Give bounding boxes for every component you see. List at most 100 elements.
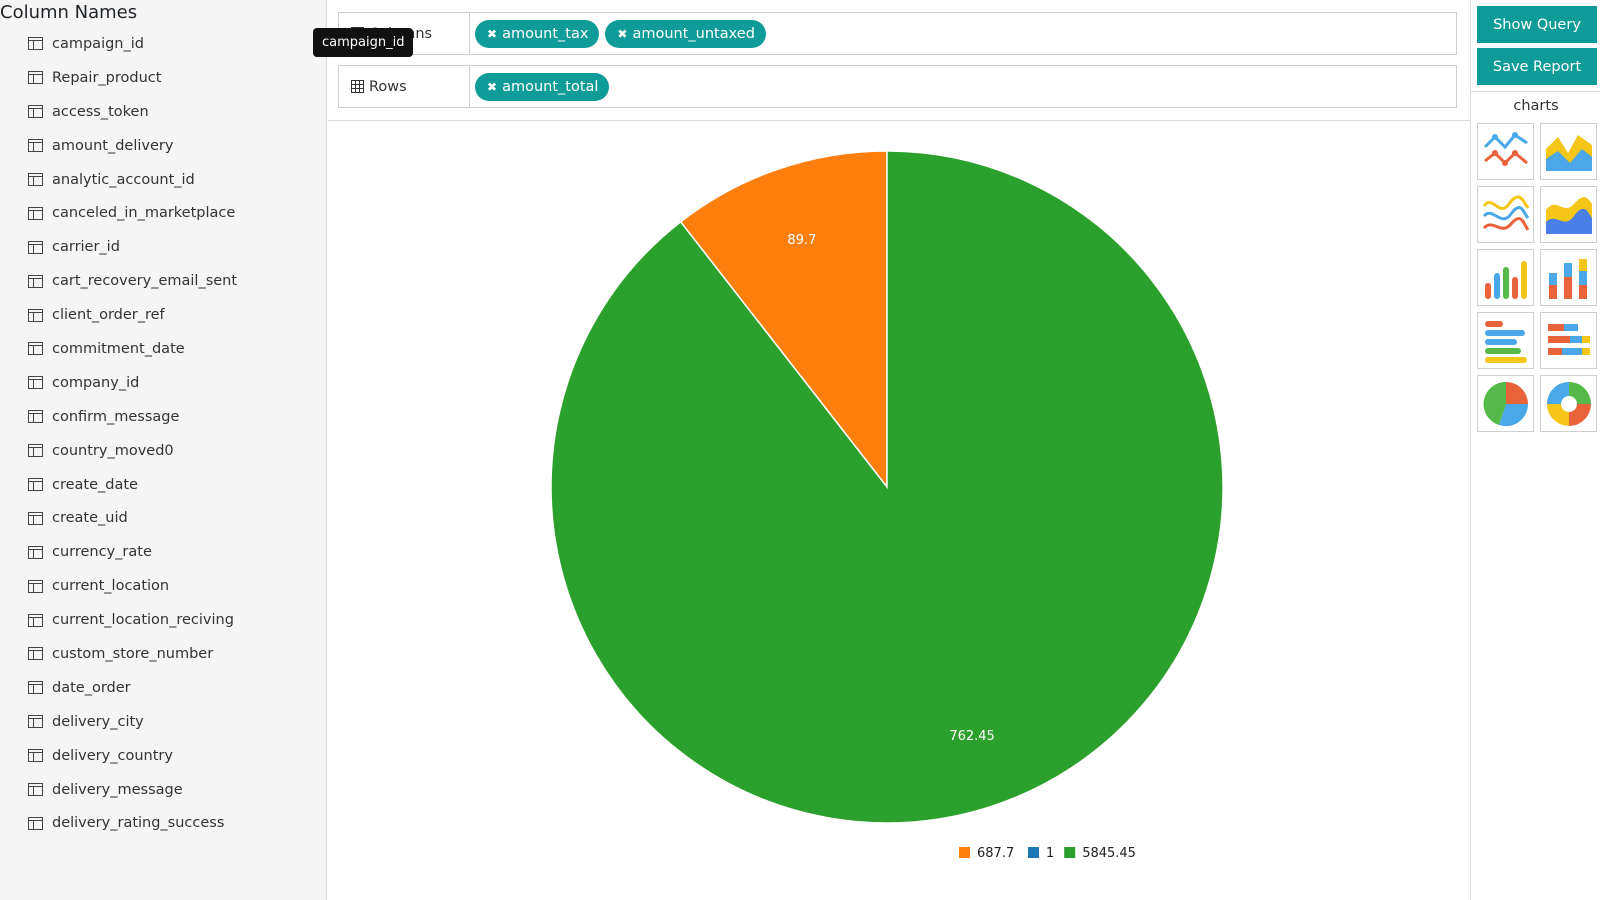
spline-area-chart-icon — [1545, 196, 1592, 234]
table-icon — [28, 511, 43, 525]
show-query-button[interactable]: Show Query — [1477, 6, 1597, 43]
bar-chart-option[interactable] — [1477, 249, 1534, 306]
column-item[interactable]: delivery_rating_success — [28, 806, 237, 840]
legend-swatch[interactable] — [959, 847, 970, 858]
legend-swatch[interactable] — [1064, 847, 1076, 858]
legend-label[interactable]: 5845.45 — [1082, 846, 1136, 861]
column-item[interactable]: current_location_reciving — [28, 603, 237, 637]
field-chip[interactable]: ✖ amount_tax — [475, 19, 600, 48]
column-item[interactable]: client_order_ref — [28, 298, 237, 332]
rows-label: Rows — [339, 66, 470, 107]
column-item-label: Repair_product — [52, 69, 162, 86]
column-item[interactable]: delivery_message — [28, 773, 237, 807]
table-icon — [28, 139, 43, 153]
table-icon — [28, 342, 43, 356]
column-item[interactable]: country_moved0 — [28, 434, 237, 468]
panel-divider — [1471, 91, 1600, 92]
column-item[interactable]: access_token — [28, 95, 237, 129]
table-icon — [28, 749, 43, 763]
donut-chart-option[interactable] — [1540, 375, 1597, 432]
legend-swatch[interactable] — [1028, 847, 1039, 858]
pie-chart: 89.7 762.45 687.7 1 5845.45 — [550, 150, 1224, 861]
column-item-label: currency_rate — [52, 544, 152, 561]
table-icon — [28, 105, 43, 119]
area-chart-icon — [1545, 134, 1592, 171]
spline-chart-option[interactable] — [1477, 186, 1534, 243]
spline-chart-icon — [1482, 195, 1529, 231]
column-item[interactable]: campaign_id — [28, 27, 237, 61]
sidebar-title: Column Names — [0, 2, 138, 23]
field-chip-label: amount_untaxed — [632, 25, 755, 42]
column-item-label: canceled_in_marketplace — [52, 205, 236, 222]
column-item[interactable]: Repair_product — [28, 61, 237, 95]
column-item[interactable]: carrier_id — [28, 230, 237, 264]
column-chips: ✖ amount_tax ✖ amount_untaxed — [470, 13, 766, 54]
column-item-label: cart_recovery_email_sent — [52, 273, 238, 290]
column-list: campaign_id Repair_product access_token amo… — [28, 27, 237, 840]
field-chip[interactable]: ✖ amount_untaxed — [605, 19, 766, 48]
spline-area-chart-option[interactable] — [1540, 186, 1597, 243]
chart-legend: 687.7 1 5845.45 — [959, 846, 1136, 861]
table-icon — [28, 410, 43, 424]
column-item-label: create_uid — [52, 510, 128, 527]
stacked-bar-chart-option[interactable] — [1540, 249, 1597, 306]
pie-chart-icon — [1483, 381, 1528, 426]
horizontal-bar-chart-option[interactable] — [1477, 312, 1534, 369]
column-item[interactable]: date_order — [28, 671, 237, 705]
column-item[interactable]: current_location — [28, 569, 237, 603]
column-item-label: analytic_account_id — [52, 171, 195, 188]
column-tooltip: campaign_id — [313, 28, 414, 57]
remove-icon[interactable]: ✖ — [487, 79, 498, 94]
column-item-label: current_location_reciving — [52, 612, 234, 629]
area-chart-option[interactable] — [1540, 123, 1597, 180]
column-item[interactable]: custom_store_number — [28, 637, 237, 671]
column-item[interactable]: amount_delivery — [28, 129, 237, 163]
save-report-button[interactable]: Save Report — [1477, 48, 1597, 85]
pie-chart-option[interactable] — [1477, 375, 1534, 432]
remove-icon[interactable]: ✖ — [487, 26, 498, 41]
column-item-label: delivery_message — [52, 781, 183, 798]
table-icon — [28, 647, 43, 661]
table-icon — [351, 80, 364, 93]
column-item[interactable]: currency_rate — [28, 535, 237, 569]
rows-dropzone[interactable]: Rows ✖ amount_total — [338, 65, 1457, 108]
donut-chart-icon — [1546, 381, 1591, 426]
column-item-label: delivery_rating_success — [52, 815, 225, 832]
stacked-horizontal-bar-chart-option[interactable] — [1540, 312, 1597, 369]
column-item[interactable]: canceled_in_marketplace — [28, 196, 237, 230]
charts-title: charts — [1513, 98, 1559, 114]
column-item-label: country_moved0 — [52, 442, 174, 459]
column-item-label: custom_store_number — [52, 645, 214, 662]
column-item[interactable]: commitment_date — [28, 332, 237, 366]
column-item[interactable]: analytic_account_id — [28, 163, 237, 197]
table-icon — [28, 240, 43, 254]
pie-slice[interactable] — [679, 150, 888, 490]
line-chart-option[interactable] — [1477, 123, 1534, 180]
column-item-label: company_id — [52, 374, 140, 391]
column-item[interactable]: create_date — [28, 468, 237, 502]
field-chip[interactable]: ✖ amount_total — [475, 72, 610, 101]
column-item[interactable]: create_uid — [28, 501, 237, 535]
table-icon — [28, 376, 43, 390]
column-item-label: campaign_id — [52, 35, 144, 52]
column-item[interactable]: delivery_city — [28, 705, 237, 739]
column-item[interactable]: cart_recovery_email_sent — [28, 264, 237, 298]
column-item-label: create_date — [52, 476, 138, 493]
column-item[interactable]: company_id — [28, 366, 237, 400]
pie-slice[interactable] — [550, 150, 1224, 824]
column-item-label: date_order — [52, 679, 131, 696]
field-chip-label: amount_tax — [502, 25, 589, 42]
remove-icon[interactable]: ✖ — [617, 26, 628, 41]
legend-label[interactable]: 687.7 — [977, 846, 1014, 861]
table-icon — [28, 579, 43, 593]
column-item-label: commitment_date — [52, 340, 185, 357]
columns-dropzone[interactable]: Columns ✖amount_tax✖amount_untaxed — [338, 12, 1457, 55]
field-chip-label: amount_total — [502, 78, 599, 95]
column-item[interactable]: delivery_country — [28, 739, 237, 773]
table-icon — [28, 274, 43, 288]
stacked-bar-chart-icon — [1548, 258, 1587, 299]
rows-label-text: Rows — [369, 78, 407, 95]
column-item[interactable]: confirm_message — [28, 400, 237, 434]
legend-label[interactable]: 1 — [1046, 846, 1054, 861]
